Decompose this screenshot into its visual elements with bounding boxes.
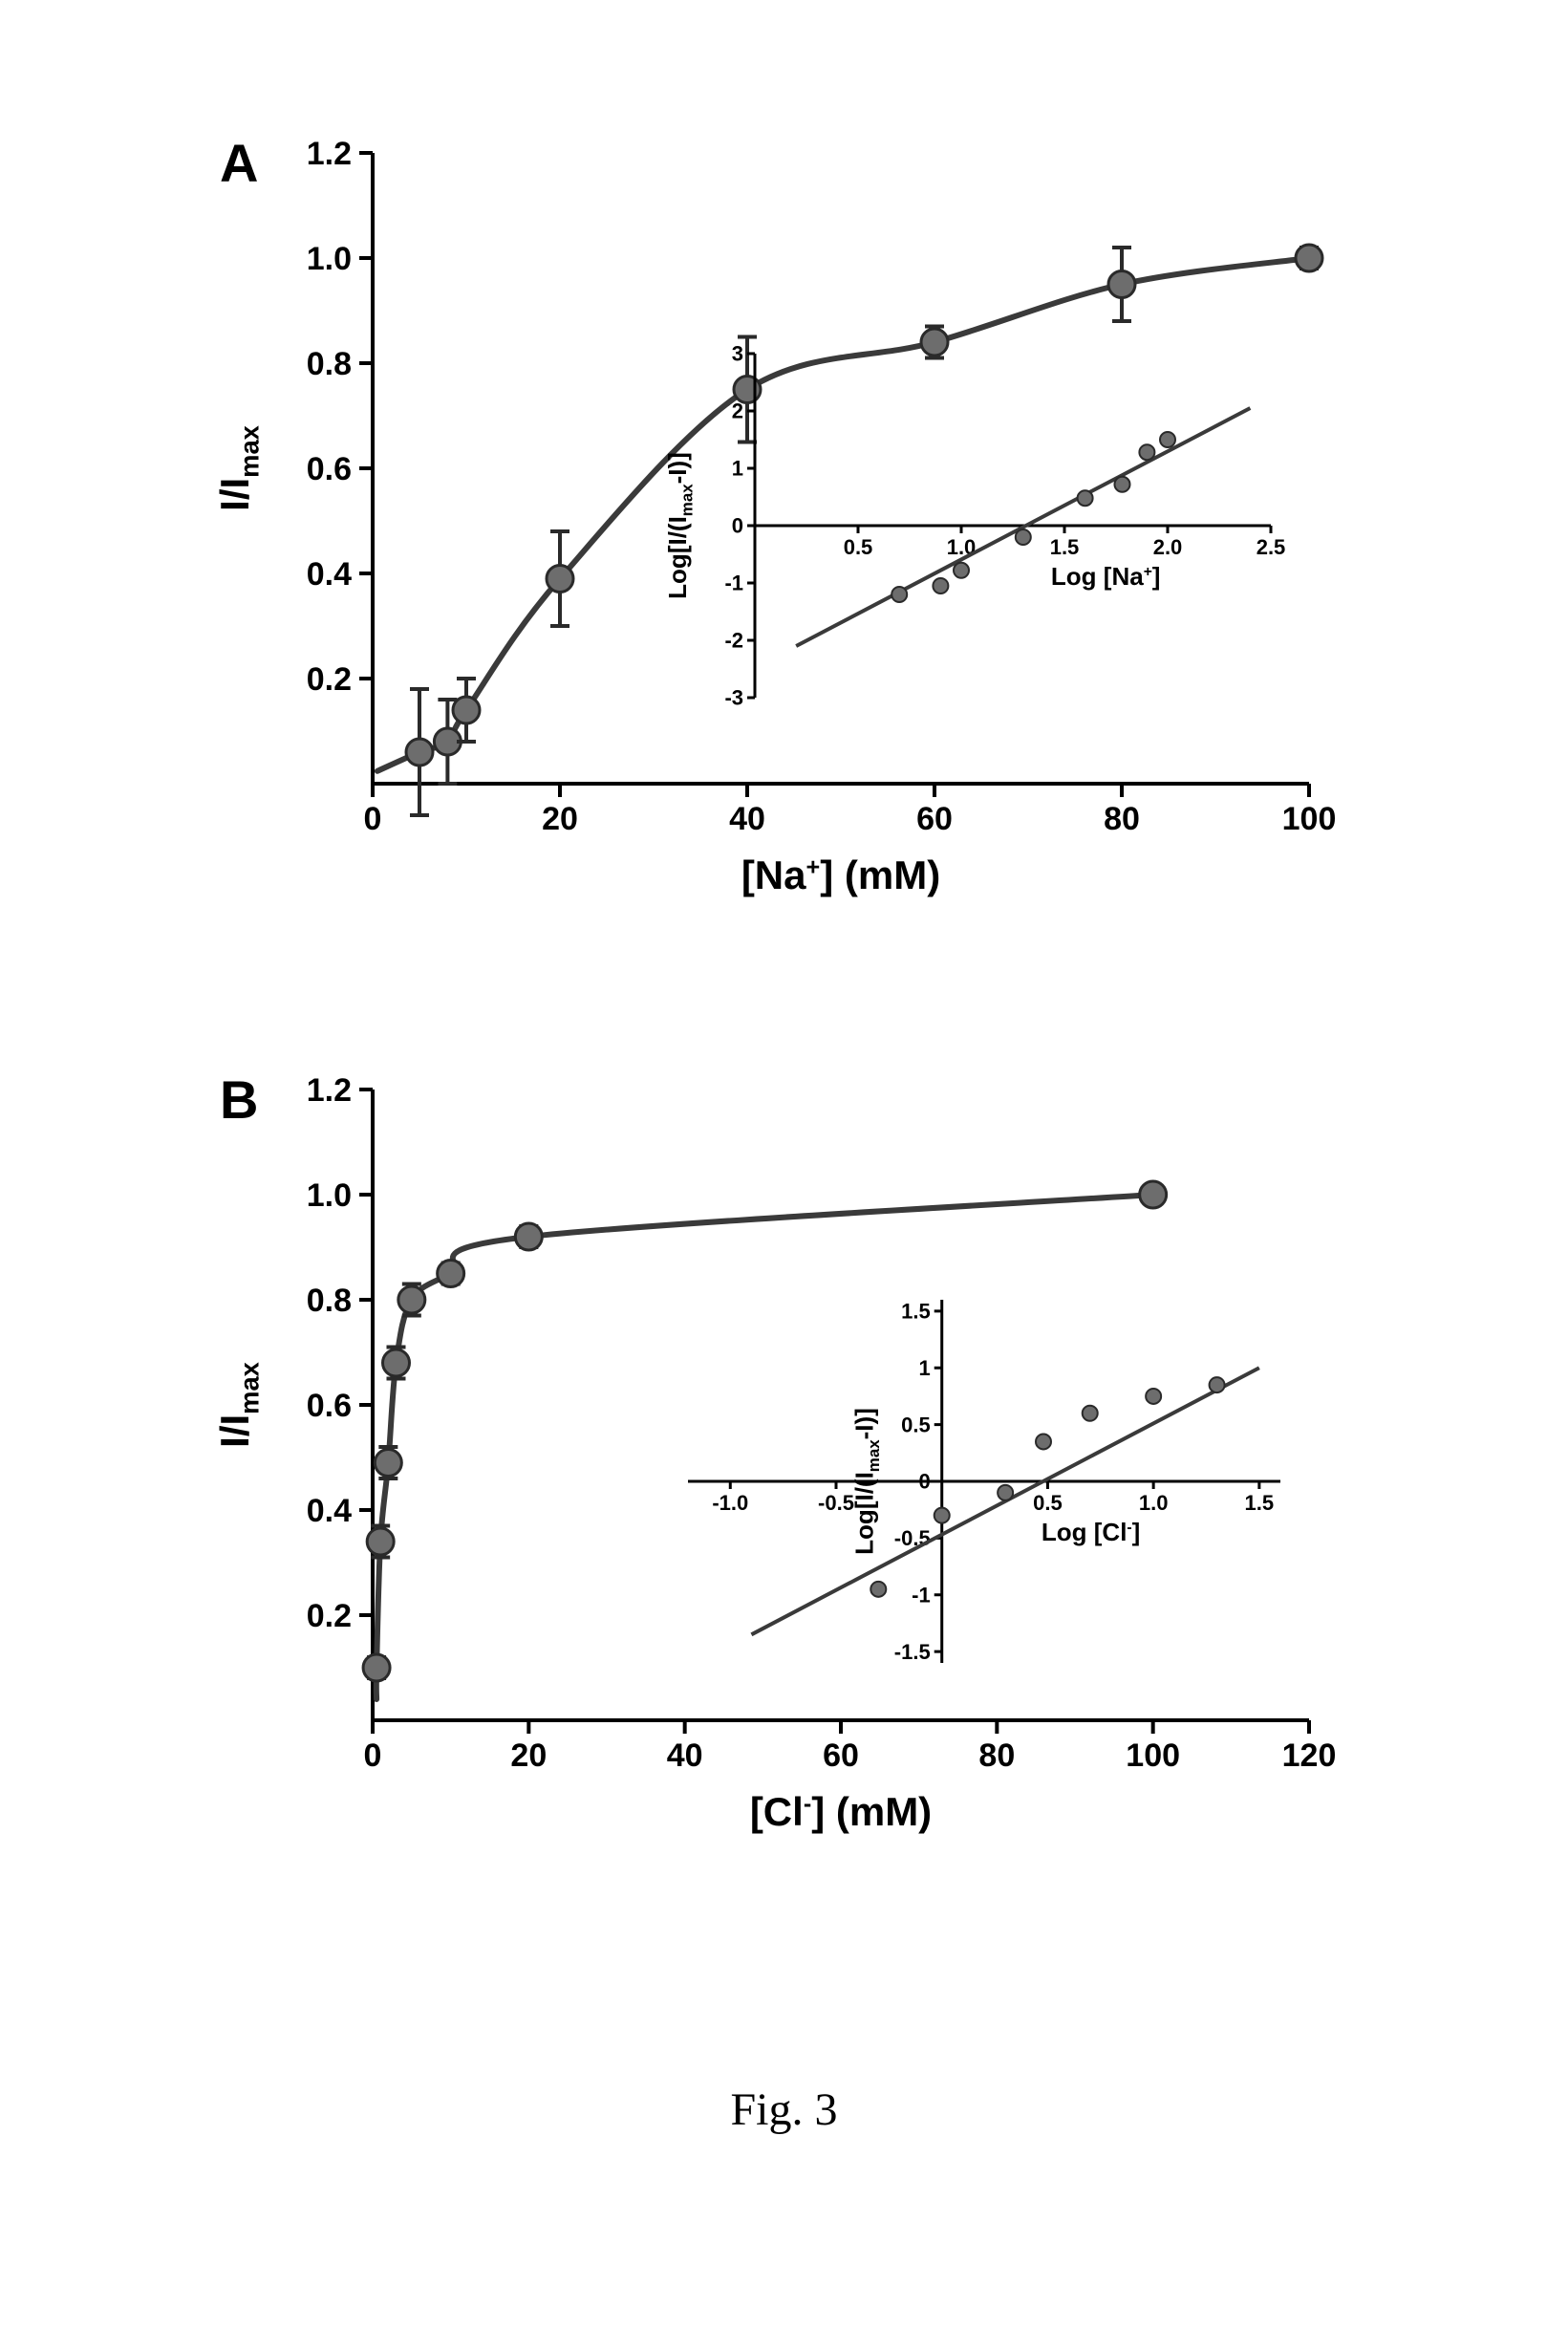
svg-text:-1.5: -1.5 [894,1640,931,1664]
svg-text:2: 2 [732,399,743,423]
figure-caption: Fig. 3 [0,2083,1568,2136]
svg-text:20: 20 [542,801,578,837]
svg-text:20: 20 [510,1737,547,1774]
svg-text:[Cl-] (mM): [Cl-] (mM) [750,1789,932,1834]
svg-text:1: 1 [918,1356,930,1380]
svg-text:80: 80 [1104,801,1140,837]
svg-text:120: 120 [1282,1737,1337,1774]
svg-text:I/Imax: I/Imax [212,1362,265,1448]
svg-text:0.8: 0.8 [307,1283,352,1319]
svg-text:0.8: 0.8 [307,346,352,382]
svg-text:-0.5: -0.5 [818,1491,854,1515]
svg-text:1.5: 1.5 [1050,535,1080,559]
svg-text:-1.0: -1.0 [712,1491,748,1515]
panel-b: 0 20 40 60 80 100 120 0.2 0.4 0.6 0.8 1.0 1.2 B I/Imax… [191,1051,1376,1911]
svg-text:-0.5: -0.5 [894,1526,931,1550]
svg-text:B: B [220,1069,258,1130]
svg-text:1.2: 1.2 [307,136,352,172]
svg-text:0.5: 0.5 [844,535,873,559]
svg-text:-1: -1 [724,572,743,595]
svg-text:40: 40 [667,1737,703,1774]
svg-text:0.6: 0.6 [307,451,352,487]
svg-text:-2: -2 [724,629,743,653]
panel-a-svg: 0204060801000.20.40.60.81.01.2AI/Imax[Na… [191,115,1376,975]
svg-text:80: 80 [978,1737,1015,1774]
panel-b-svg: 0 20 40 60 80 100 120 0.2 0.4 0.6 0.8 1.0 1.2 B I/Imax… [191,1051,1376,1911]
svg-text:A: A [220,133,258,193]
svg-text:Log[I/(Imax-I)]: Log[I/(Imax-I)] [850,1408,884,1555]
svg-text:-3: -3 [724,686,743,710]
svg-text:0.2: 0.2 [307,661,352,698]
svg-text:40: 40 [729,801,765,837]
svg-text:100: 100 [1126,1737,1180,1774]
panel-a: 0204060801000.20.40.60.81.01.2AI/Imax[Na… [191,115,1376,975]
svg-text:I/Imax: I/Imax [212,425,265,511]
svg-text:0.6: 0.6 [307,1388,352,1424]
svg-text:0: 0 [918,1470,930,1494]
svg-text:0: 0 [732,514,743,538]
svg-text:Log[I/(Imax-I)]: Log[I/(Imax-I)] [663,452,697,599]
svg-text:3: 3 [732,342,743,366]
svg-text:[Na+] (mM): [Na+] (mM) [741,852,940,897]
svg-text:Log [Cl-]: Log [Cl-] [1042,1518,1140,1546]
svg-text:-1: -1 [912,1583,931,1607]
svg-text:0.5: 0.5 [901,1413,931,1436]
svg-text:1.2: 1.2 [307,1072,352,1109]
svg-text:0.5: 0.5 [1033,1491,1063,1515]
svg-text:0: 0 [364,1737,382,1774]
figure-page: 0204060801000.20.40.60.81.01.2AI/Imax[Na… [0,0,1568,2352]
svg-text:2.0: 2.0 [1153,535,1183,559]
svg-text:0.2: 0.2 [307,1598,352,1634]
svg-text:100: 100 [1282,801,1337,837]
svg-text:1.5: 1.5 [901,1300,931,1324]
svg-text:1.0: 1.0 [307,1177,352,1214]
svg-text:60: 60 [916,801,953,837]
svg-text:1.5: 1.5 [1245,1491,1275,1515]
svg-text:1.0: 1.0 [1139,1491,1169,1515]
svg-text:60: 60 [823,1737,859,1774]
svg-text:1.0: 1.0 [307,241,352,277]
svg-text:2.5: 2.5 [1257,535,1286,559]
svg-text:0.4: 0.4 [307,1493,352,1529]
svg-text:0.4: 0.4 [307,556,352,593]
svg-text:Log [Na+]: Log [Na+] [1051,562,1161,591]
svg-text:0: 0 [364,801,382,837]
svg-text:1: 1 [732,457,743,481]
